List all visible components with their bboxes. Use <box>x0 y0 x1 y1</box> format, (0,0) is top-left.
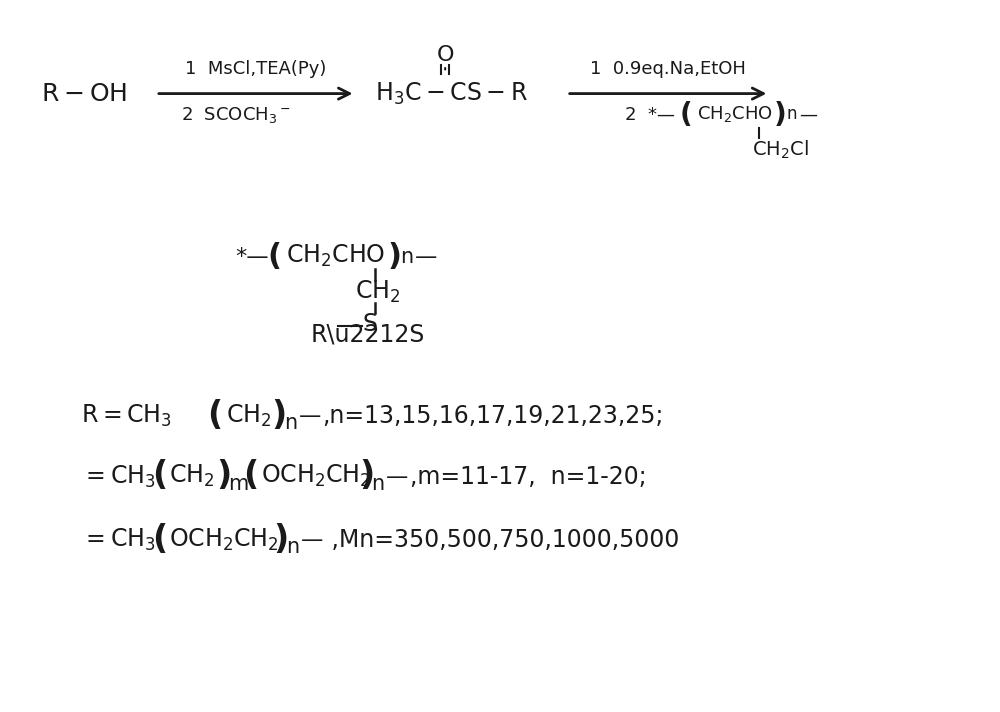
Text: $\mathrm{CH_2CHO}$: $\mathrm{CH_2CHO}$ <box>286 243 385 269</box>
Text: $\mathrm{n}$: $\mathrm{n}$ <box>286 538 299 557</box>
Text: 1  0.9eq.Na,EtOH: 1 0.9eq.Na,EtOH <box>590 60 745 78</box>
Text: $\mathbf{(}$: $\mathbf{(}$ <box>267 240 280 271</box>
Text: —: — <box>415 247 438 267</box>
Text: $\mathregular{R-OH}$: $\mathregular{R-OH}$ <box>41 82 127 105</box>
Text: $\mathbf{(}$: $\mathbf{(}$ <box>152 522 166 556</box>
Text: $\mathrm{OCH_2CH_2}$: $\mathrm{OCH_2CH_2}$ <box>261 463 370 489</box>
Text: $\mathrm{n}$: $\mathrm{n}$ <box>786 105 797 123</box>
Text: $\mathrm{n}$: $\mathrm{n}$ <box>371 473 385 493</box>
Text: O: O <box>436 45 454 65</box>
Text: $\mathrm{R=CH_3}$: $\mathrm{R=CH_3}$ <box>81 403 172 429</box>
Text: $\mathbf{)}$: $\mathbf{)}$ <box>216 458 230 492</box>
Text: *—: *— <box>236 247 269 267</box>
Text: ,m=11-17,  n=1-20;: ,m=11-17, n=1-20; <box>410 464 647 488</box>
Text: $\mathrm{n}$: $\mathrm{n}$ <box>400 247 414 267</box>
Text: $\mathregular{H_3C-CS-R}$: $\mathregular{H_3C-CS-R}$ <box>375 80 528 107</box>
Text: R\u2212S: R\u2212S <box>311 322 425 346</box>
Text: $\mathrm{CH_2}$: $\mathrm{CH_2}$ <box>226 402 271 429</box>
Text: $\mathrm{CH_2}$: $\mathrm{CH_2}$ <box>169 463 214 489</box>
Text: $\mathrm{CH_2Cl}$: $\mathrm{CH_2Cl}$ <box>752 139 809 162</box>
Text: $\mathbf{)}$: $\mathbf{)}$ <box>359 458 374 492</box>
Text: —: — <box>386 466 409 486</box>
Text: $\mathrm{CH_2CHO}$: $\mathrm{CH_2CHO}$ <box>697 104 773 124</box>
Text: $\mathrm{OCH_2CH_2}$: $\mathrm{OCH_2CH_2}$ <box>169 527 279 553</box>
Text: $\mathrm{CH_2}$: $\mathrm{CH_2}$ <box>355 279 401 305</box>
Text: $\mathrm{n}$: $\mathrm{n}$ <box>284 414 297 434</box>
Text: $\mathrm{=CH_3}$: $\mathrm{=CH_3}$ <box>81 528 156 553</box>
Text: —: — <box>301 530 323 550</box>
Text: $\mathrm{m}$: $\mathrm{m}$ <box>228 473 248 493</box>
Text: 1  MsCl,TEA(Py): 1 MsCl,TEA(Py) <box>185 60 326 78</box>
Text: $\mathbf{(}$: $\mathbf{(}$ <box>207 398 221 432</box>
Text: 2  SCOCH$_3$$^-$: 2 SCOCH$_3$$^-$ <box>181 105 291 125</box>
Text: $\mathbf{(}$: $\mathbf{(}$ <box>679 100 692 130</box>
Text: ,n=13,15,16,17,19,21,23,25;: ,n=13,15,16,17,19,21,23,25; <box>322 404 664 429</box>
Text: $\mathbf{(}$: $\mathbf{(}$ <box>243 458 258 492</box>
Text: S: S <box>362 312 377 336</box>
Text: 2  *—: 2 *— <box>625 106 675 124</box>
Text: $\mathbf{)}$: $\mathbf{)}$ <box>271 398 286 432</box>
Text: ,Mn=350,500,750,1000,5000: ,Mn=350,500,750,1000,5000 <box>324 528 680 553</box>
Text: $\mathbf{)}$: $\mathbf{)}$ <box>387 240 400 271</box>
Text: —: — <box>299 407 321 426</box>
Text: $\mathrm{=CH_3}$: $\mathrm{=CH_3}$ <box>81 464 156 490</box>
Text: $\mathbf{)}$: $\mathbf{)}$ <box>773 100 785 130</box>
Text: —: — <box>799 106 817 124</box>
Text: $\mathbf{)}$: $\mathbf{)}$ <box>273 522 288 556</box>
Text: $\mathbf{(}$: $\mathbf{(}$ <box>152 458 166 492</box>
